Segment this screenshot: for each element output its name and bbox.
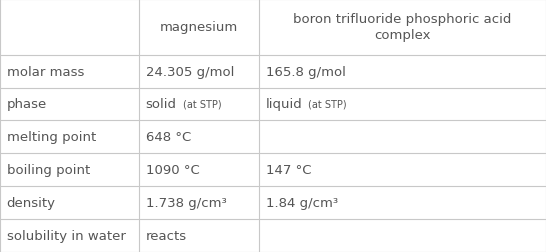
Text: 1090 °C: 1090 °C — [146, 164, 199, 177]
Text: 147 °C: 147 °C — [266, 164, 311, 177]
Text: density: density — [7, 196, 56, 209]
Text: boiling point: boiling point — [7, 164, 90, 177]
Text: (at STP): (at STP) — [308, 100, 347, 110]
Text: (at STP): (at STP) — [183, 100, 222, 110]
Text: phase: phase — [7, 98, 47, 111]
Text: 24.305 g/mol: 24.305 g/mol — [146, 65, 234, 78]
Text: reacts: reacts — [146, 229, 187, 242]
Text: 165.8 g/mol: 165.8 g/mol — [266, 65, 346, 78]
Text: 1.84 g/cm³: 1.84 g/cm³ — [266, 196, 338, 209]
Text: solubility in water: solubility in water — [7, 229, 126, 242]
Text: 648 °C: 648 °C — [146, 131, 191, 144]
Text: solid: solid — [146, 98, 177, 111]
Text: melting point: melting point — [7, 131, 96, 144]
Text: boron trifluoride phosphoric acid
complex: boron trifluoride phosphoric acid comple… — [294, 13, 512, 42]
Text: liquid: liquid — [266, 98, 302, 111]
Text: magnesium: magnesium — [160, 21, 239, 34]
Text: molar mass: molar mass — [7, 65, 84, 78]
Text: 1.738 g/cm³: 1.738 g/cm³ — [146, 196, 227, 209]
